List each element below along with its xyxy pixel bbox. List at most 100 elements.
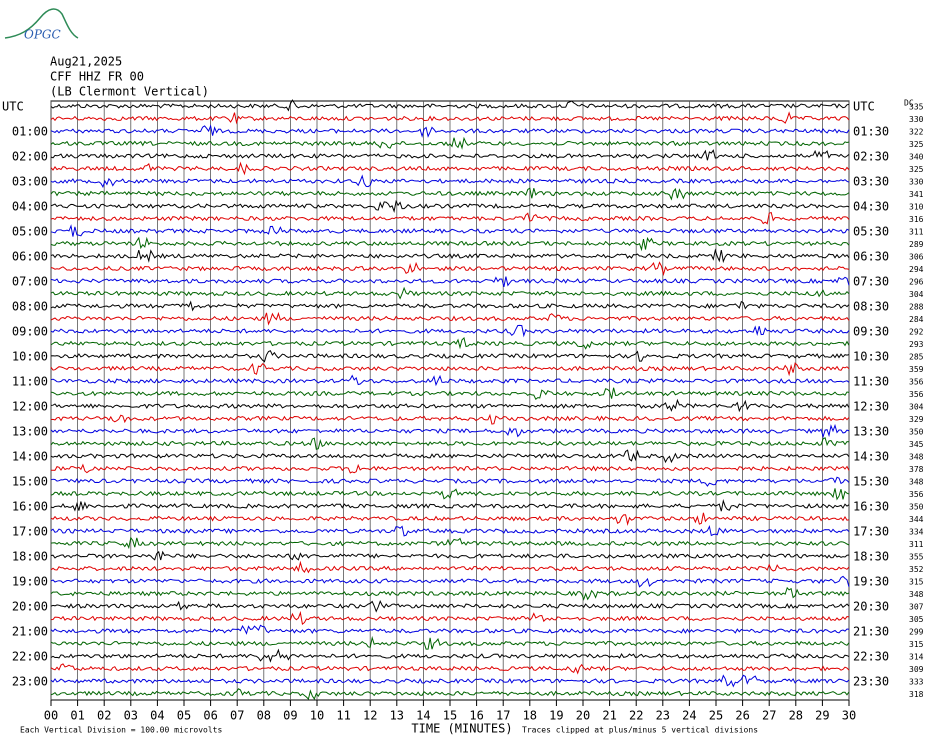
row-label-left: 13:00 (12, 425, 48, 439)
trace (50, 488, 850, 501)
row-label-right: 04:30 (853, 200, 889, 214)
x-tick-label: 25 (709, 709, 723, 723)
x-tick-label: 02 (97, 709, 111, 723)
trace (50, 674, 850, 688)
dc-value: 348 (909, 590, 924, 599)
trace (50, 324, 850, 338)
dc-value: 348 (909, 478, 924, 487)
dc-value: 341 (909, 190, 924, 199)
trace (50, 362, 850, 377)
row-label-left: 15:00 (12, 475, 48, 489)
dc-value: 330 (909, 115, 924, 124)
dc-value: 318 (909, 690, 924, 699)
row-label-right: 02:30 (853, 150, 889, 164)
trace (50, 286, 850, 300)
row-label-right: 13:30 (853, 425, 889, 439)
row-label-right: 11:30 (853, 375, 889, 389)
dc-value: 378 (909, 465, 924, 474)
dc-value: 350 (909, 428, 924, 437)
trace (50, 174, 850, 188)
dc-value: 307 (909, 603, 924, 612)
x-tick-label: 26 (735, 709, 749, 723)
trace (50, 300, 850, 312)
trace (50, 688, 850, 700)
x-tick-label: 12 (363, 709, 377, 723)
x-tick-label: 05 (177, 709, 191, 723)
station: CFF HHZ FR 00 (50, 70, 144, 84)
row-label-left: 11:00 (12, 375, 48, 389)
row-label-left: 09:00 (12, 325, 48, 339)
trace (50, 398, 850, 413)
x-tick-label: 17 (496, 709, 510, 723)
x-tick-label: 27 (762, 709, 776, 723)
dc-title: DC (904, 99, 914, 108)
dc-value: 310 (909, 203, 924, 212)
x-axis-label: TIME (MINUTES) (411, 722, 512, 736)
x-tick-label: 30 (842, 709, 856, 723)
row-label-right: 06:30 (853, 250, 889, 264)
x-tick-label: 20 (576, 709, 590, 723)
dc-value: 325 (909, 140, 924, 149)
x-tick-label: 19 (549, 709, 563, 723)
trace (50, 437, 850, 450)
trace (50, 512, 850, 526)
trace (50, 423, 850, 439)
row-label-left: UTC (2, 100, 24, 114)
x-tick-label: 04 (150, 709, 164, 723)
dc-value: 340 (909, 153, 924, 162)
trace (50, 449, 850, 464)
row-label-left: 04:00 (12, 200, 48, 214)
x-tick-label: 21 (602, 709, 616, 723)
x-tick-label: 24 (682, 709, 696, 723)
row-label-right: 15:30 (853, 475, 889, 489)
x-tick-label: 29 (815, 709, 829, 723)
row-label-left: 23:00 (12, 675, 48, 689)
trace (50, 374, 850, 387)
dc-value: 356 (909, 390, 924, 399)
x-tick-label: 18 (523, 709, 537, 723)
trace (50, 524, 850, 537)
x-tick-label: 03 (124, 709, 138, 723)
trace (50, 276, 850, 288)
row-label-left: 20:00 (12, 600, 48, 614)
dc-value: 345 (909, 440, 924, 449)
x-tick-label: 06 (203, 709, 217, 723)
dc-value: 334 (909, 528, 924, 537)
row-label-left: 19:00 (12, 575, 48, 589)
x-tick-label: 13 (390, 709, 404, 723)
row-label-left: 10:00 (12, 350, 48, 364)
trace (50, 136, 850, 150)
row-label-left: 01:00 (12, 125, 48, 139)
trace (50, 199, 850, 213)
trace (50, 635, 850, 650)
trace (50, 124, 850, 138)
date: Aug21,2025 (50, 55, 122, 69)
dc-value: 315 (909, 640, 924, 649)
dc-value: 330 (909, 178, 924, 187)
dc-value: 322 (909, 128, 924, 137)
x-tick-label: 23 (656, 709, 670, 723)
x-tick-label: 07 (230, 709, 244, 723)
dc-value: 299 (909, 628, 924, 637)
row-label-right: 07:30 (853, 275, 889, 289)
dc-value: 344 (909, 515, 924, 524)
dc-value: 359 (909, 365, 924, 374)
trace (50, 211, 850, 225)
row-label-right: 17:30 (853, 525, 889, 539)
trace (50, 261, 850, 277)
dc-value: 309 (909, 665, 924, 674)
dc-value: 284 (909, 315, 924, 324)
trace (50, 575, 850, 588)
trace (50, 536, 850, 550)
trace (51, 463, 850, 474)
trace (50, 236, 850, 252)
dc-value: 311 (909, 540, 924, 549)
trace (50, 99, 850, 112)
x-tick-label: 01 (70, 709, 84, 723)
row-label-right: 08:30 (853, 300, 889, 314)
row-label-right: 20:30 (853, 600, 889, 614)
dc-value: 288 (909, 303, 924, 312)
trace (50, 600, 850, 613)
dc-value: 325 (909, 165, 924, 174)
